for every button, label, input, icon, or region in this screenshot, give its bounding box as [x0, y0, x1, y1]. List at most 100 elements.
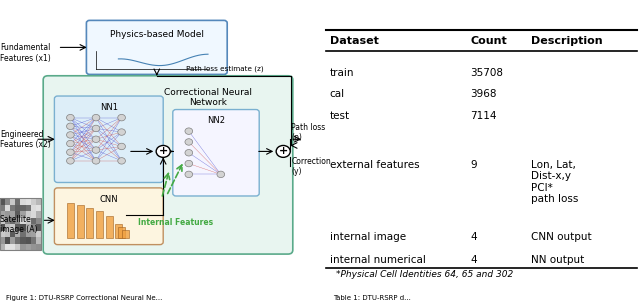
Bar: [10, 231, 15, 237]
Bar: [10, 198, 15, 205]
Bar: [15, 243, 20, 250]
Bar: [26, 211, 31, 218]
Bar: [122, 230, 129, 238]
Circle shape: [92, 125, 100, 132]
Bar: [0, 224, 5, 231]
Text: internal numerical: internal numerical: [330, 255, 426, 266]
Bar: [15, 231, 20, 237]
Text: Engineered
Features (x2): Engineered Features (x2): [0, 130, 51, 149]
Bar: [15, 205, 20, 211]
Bar: [26, 231, 31, 237]
Circle shape: [217, 171, 225, 178]
Bar: [0, 218, 5, 224]
Bar: [20, 231, 26, 237]
Bar: [0, 198, 5, 205]
Bar: [31, 218, 36, 224]
Bar: [10, 224, 15, 231]
Bar: [20, 211, 26, 218]
Bar: [15, 224, 20, 231]
Circle shape: [92, 115, 100, 121]
Bar: [0, 237, 5, 243]
Bar: [26, 243, 31, 250]
Text: NN output: NN output: [531, 255, 584, 266]
Bar: [10, 237, 15, 243]
Text: Satellite
image (A): Satellite image (A): [0, 215, 38, 234]
Circle shape: [92, 147, 100, 153]
Text: Path loss
(p): Path loss (p): [291, 123, 326, 142]
Bar: [26, 224, 31, 231]
Bar: [5, 218, 10, 224]
Bar: [5, 237, 10, 243]
Text: NN2: NN2: [207, 116, 225, 125]
Bar: [20, 224, 26, 231]
Text: 9: 9: [470, 160, 477, 169]
Bar: [0, 205, 5, 211]
Bar: [26, 218, 31, 224]
Bar: [86, 208, 93, 238]
Bar: [5, 224, 10, 231]
Circle shape: [185, 128, 193, 134]
Bar: [5, 198, 10, 205]
Circle shape: [67, 140, 74, 147]
Bar: [20, 198, 26, 205]
Bar: [20, 237, 26, 243]
Bar: [31, 224, 36, 231]
Bar: [36, 224, 41, 231]
Circle shape: [276, 146, 291, 157]
Text: +: +: [159, 146, 168, 156]
Circle shape: [67, 115, 74, 121]
FancyBboxPatch shape: [173, 110, 259, 196]
Circle shape: [92, 157, 100, 164]
Bar: [36, 218, 41, 224]
Circle shape: [67, 149, 74, 155]
Text: +: +: [278, 146, 288, 156]
Bar: [5, 205, 10, 211]
Circle shape: [118, 115, 125, 121]
Text: CNN: CNN: [99, 195, 118, 204]
Text: train: train: [330, 68, 354, 78]
Bar: [31, 211, 36, 218]
Text: Fundamental
Features (x1): Fundamental Features (x1): [0, 43, 51, 63]
Bar: [15, 198, 20, 205]
Text: Table 1: DTU-RSRP d...: Table 1: DTU-RSRP d...: [333, 295, 411, 301]
Text: external features: external features: [330, 160, 419, 169]
Text: Correctional Neural
Network: Correctional Neural Network: [164, 88, 252, 107]
Bar: [15, 237, 20, 243]
Text: Internal Features: Internal Features: [138, 218, 214, 227]
Bar: [106, 216, 113, 238]
Text: CNN output: CNN output: [531, 232, 592, 243]
FancyBboxPatch shape: [86, 20, 227, 74]
Text: Physics-based Model: Physics-based Model: [110, 30, 204, 39]
Bar: [10, 205, 15, 211]
Text: NN1: NN1: [100, 103, 118, 112]
Text: 35708: 35708: [470, 68, 504, 78]
Text: *Physical Cell Identities 64, 65 and 302: *Physical Cell Identities 64, 65 and 302: [336, 270, 513, 279]
Bar: [67, 203, 74, 238]
Text: Description: Description: [531, 36, 603, 46]
Circle shape: [185, 160, 193, 167]
Text: Path loss estimate (z): Path loss estimate (z): [186, 66, 263, 72]
Text: Correction
(y): Correction (y): [291, 157, 331, 176]
Text: Count: Count: [470, 36, 507, 46]
Bar: [15, 218, 20, 224]
Circle shape: [92, 136, 100, 142]
Bar: [0, 243, 5, 250]
Bar: [96, 211, 103, 238]
Bar: [77, 205, 84, 238]
FancyBboxPatch shape: [54, 96, 163, 182]
Bar: [10, 243, 15, 250]
Text: test: test: [330, 111, 349, 121]
Bar: [20, 205, 26, 211]
Bar: [0, 231, 5, 237]
Text: 7114: 7114: [470, 111, 497, 121]
Bar: [118, 227, 125, 238]
FancyBboxPatch shape: [44, 76, 293, 254]
FancyBboxPatch shape: [54, 188, 163, 245]
Circle shape: [185, 139, 193, 145]
Text: cal: cal: [330, 89, 345, 99]
Bar: [31, 205, 36, 211]
Circle shape: [156, 146, 170, 157]
Bar: [26, 205, 31, 211]
Bar: [10, 218, 15, 224]
Text: Lon, Lat,
Dist-x,y
PCI*
path loss: Lon, Lat, Dist-x,y PCI* path loss: [531, 160, 579, 204]
